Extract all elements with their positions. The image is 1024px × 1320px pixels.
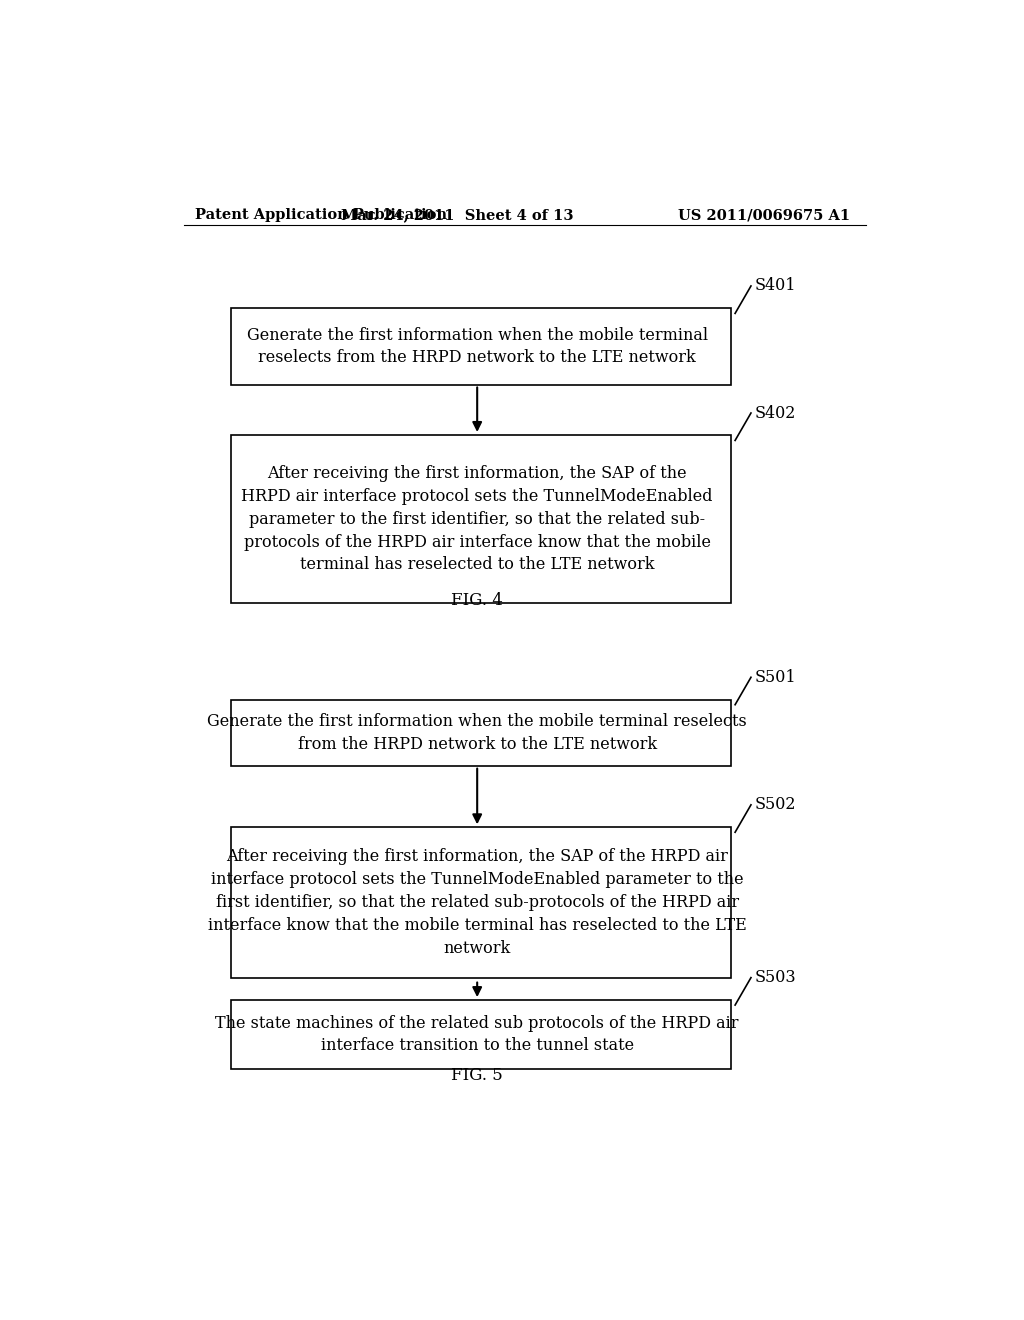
Bar bbox=[231, 436, 731, 603]
Text: Patent Application Publication: Patent Application Publication bbox=[196, 209, 447, 222]
Text: Generate the first information when the mobile terminal
reselects from the HRPD : Generate the first information when the … bbox=[247, 326, 708, 367]
Text: After receiving the first information, the SAP of the
HRPD air interface protoco: After receiving the first information, t… bbox=[242, 465, 713, 573]
Text: S401: S401 bbox=[755, 277, 797, 294]
Text: US 2011/0069675 A1: US 2011/0069675 A1 bbox=[678, 209, 850, 222]
Text: Mar. 24, 2011  Sheet 4 of 13: Mar. 24, 2011 Sheet 4 of 13 bbox=[341, 209, 573, 222]
Text: The state machines of the related sub protocols of the HRPD air
interface transi: The state machines of the related sub pr… bbox=[215, 1015, 739, 1055]
Bar bbox=[231, 828, 731, 978]
Text: FIG. 5: FIG. 5 bbox=[452, 1067, 503, 1084]
Bar bbox=[231, 1001, 731, 1069]
Text: S402: S402 bbox=[755, 404, 797, 421]
Bar bbox=[231, 309, 731, 384]
Text: FIG. 4: FIG. 4 bbox=[452, 593, 503, 609]
Text: S501: S501 bbox=[755, 669, 797, 686]
Text: S502: S502 bbox=[755, 796, 797, 813]
Text: After receiving the first information, the SAP of the HRPD air
interface protoco: After receiving the first information, t… bbox=[208, 849, 746, 957]
Bar bbox=[231, 700, 731, 766]
Text: Generate the first information when the mobile terminal reselects
from the HRPD : Generate the first information when the … bbox=[207, 713, 748, 752]
Text: S503: S503 bbox=[755, 969, 797, 986]
